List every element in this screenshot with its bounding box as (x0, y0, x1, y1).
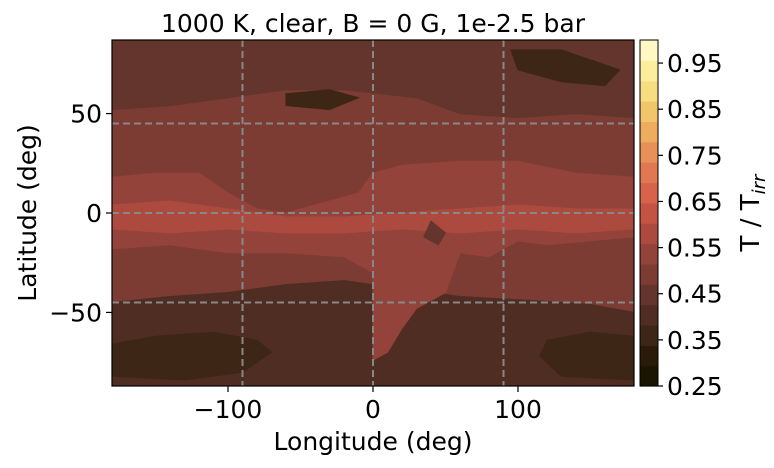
colorbar-segment (640, 162, 658, 184)
colorbar-tick-label: 0.35 (667, 326, 723, 355)
y-tick-label: −50 (49, 298, 102, 327)
colorbar-tick-label: 0.25 (667, 372, 723, 401)
colorbar-segment (640, 202, 658, 224)
y-axis: −50 0 50 (49, 100, 112, 327)
colorbar-segment (640, 365, 658, 387)
colorbar-segment (640, 324, 658, 346)
colorbar-segment (640, 263, 658, 285)
colorbar-tick-label: 0.75 (667, 141, 723, 170)
colorbar-segment (640, 182, 658, 204)
colorbar-segment (640, 101, 658, 123)
y-axis-label: Latitude (deg) (13, 124, 42, 301)
y-tick-label: 50 (70, 100, 102, 129)
colorbar-tick-label: 0.55 (667, 234, 723, 263)
colorbar-segment (640, 141, 658, 163)
contour-region-8 (285, 89, 361, 111)
contour-region-5 (112, 331, 273, 381)
grid-lines (112, 40, 634, 386)
contour-region-6 (539, 331, 634, 381)
x-tick-label: 0 (365, 395, 381, 424)
colorbar-label-main: T / T (736, 194, 766, 252)
x-tick-label: 100 (494, 395, 542, 424)
contour-region-7 (510, 49, 621, 87)
colorbar-segment (640, 80, 658, 102)
colorbar-segment (640, 223, 658, 245)
contour-region-9 (423, 220, 447, 246)
colorbar-segment (640, 60, 658, 82)
colorbar-segment (640, 304, 658, 326)
colorbar-label: T / Tirr (736, 173, 770, 252)
colorbar: 0.25 0.35 0.45 0.55 0.65 0.75 0.85 0.95 (639, 39, 723, 401)
x-axis: −100 0 100 (194, 386, 542, 424)
colorbar-tick-label: 0.65 (667, 187, 723, 216)
colorbar-tick-label: 0.45 (667, 280, 723, 309)
colorbar-tick-label: 0.95 (667, 49, 723, 78)
colorbar-segment (640, 121, 658, 143)
colorbar-tick-label: 0.85 (667, 95, 723, 124)
colorbar-segment (640, 284, 658, 306)
colorbar-label-sub: irr (749, 173, 770, 194)
y-tick-label: 0 (86, 199, 102, 228)
chart-title: 1000 K, clear, B = 0 G, 1e-2.5 bar (161, 9, 586, 38)
colorbar-segment (640, 345, 658, 367)
colorbar-segment (640, 40, 658, 61)
x-axis-label: Longitude (deg) (274, 427, 473, 456)
colorbar-segment (640, 243, 658, 265)
x-tick-label: −100 (194, 395, 263, 424)
colorbar-frame (639, 39, 659, 387)
